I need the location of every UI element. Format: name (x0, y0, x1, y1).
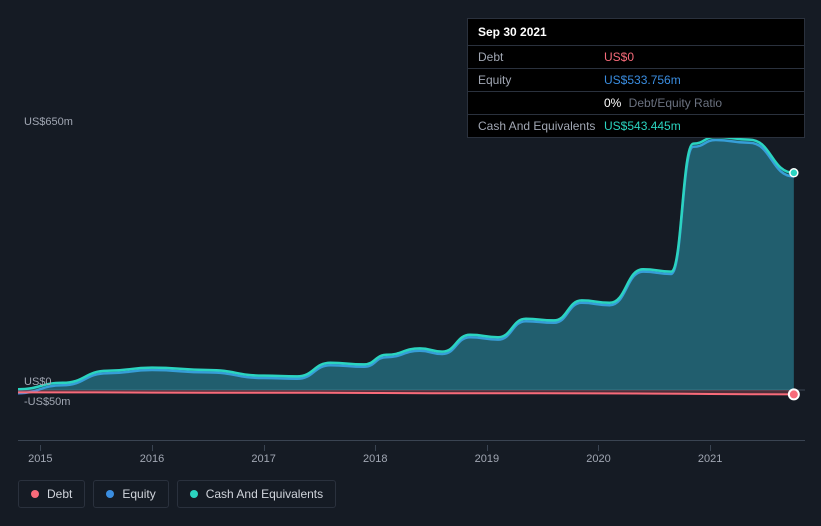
x-tick (264, 445, 265, 451)
tooltip-key: Cash And Equivalents (478, 119, 604, 133)
legend-dot (190, 490, 198, 498)
tooltip-row: DebtUS$0 (468, 45, 804, 68)
x-tick (375, 445, 376, 451)
current-marker (789, 389, 799, 399)
tooltip-row: 0% Debt/Equity Ratio (468, 91, 804, 114)
tooltip-value: US$543.445m (604, 119, 794, 133)
x-axis-label: 2019 (475, 453, 499, 465)
x-tick (710, 445, 711, 451)
legend-dot (106, 490, 114, 498)
legend-item-debt[interactable]: Debt (18, 480, 85, 508)
y-axis-label: US$0 (24, 376, 52, 388)
tooltip-key (478, 96, 604, 110)
y-axis-label: -US$50m (24, 396, 70, 408)
data-tooltip: Sep 30 2021 DebtUS$0EquityUS$533.756m0% … (467, 18, 805, 138)
tooltip-value: 0% Debt/Equity Ratio (604, 96, 794, 110)
tooltip-value: US$0 (604, 50, 794, 64)
cash-marker (790, 169, 798, 177)
tooltip-key: Debt (478, 50, 604, 64)
legend-label: Equity (122, 487, 155, 501)
x-tick (598, 445, 599, 451)
x-axis-label: 2020 (586, 453, 610, 465)
x-tick (487, 445, 488, 451)
x-axis-label: 2016 (140, 453, 164, 465)
x-axis-label: 2018 (363, 453, 387, 465)
x-tick (40, 445, 41, 451)
legend-item-cash-and-equivalents[interactable]: Cash And Equivalents (177, 480, 336, 508)
x-axis-label: 2015 (28, 453, 52, 465)
tooltip-value: US$533.756m (604, 73, 794, 87)
x-axis-label: 2021 (698, 453, 722, 465)
tooltip-row: EquityUS$533.756m (468, 68, 804, 91)
tooltip-date: Sep 30 2021 (468, 19, 804, 45)
legend-dot (31, 490, 39, 498)
legend-item-equity[interactable]: Equity (93, 480, 168, 508)
x-tick (152, 445, 153, 451)
x-axis-label: 2017 (251, 453, 275, 465)
x-axis: 2015 2016 2017 2018 2019 2020 2021 (18, 445, 805, 465)
legend-label: Debt (47, 487, 72, 501)
tooltip-row: Cash And EquivalentsUS$543.445m (468, 114, 804, 137)
cash-area (18, 137, 794, 390)
legend-label: Cash And Equivalents (206, 487, 323, 501)
y-axis-label: US$650m (24, 116, 73, 128)
tooltip-key: Equity (478, 73, 604, 87)
legend: Debt Equity Cash And Equivalents (18, 480, 336, 508)
